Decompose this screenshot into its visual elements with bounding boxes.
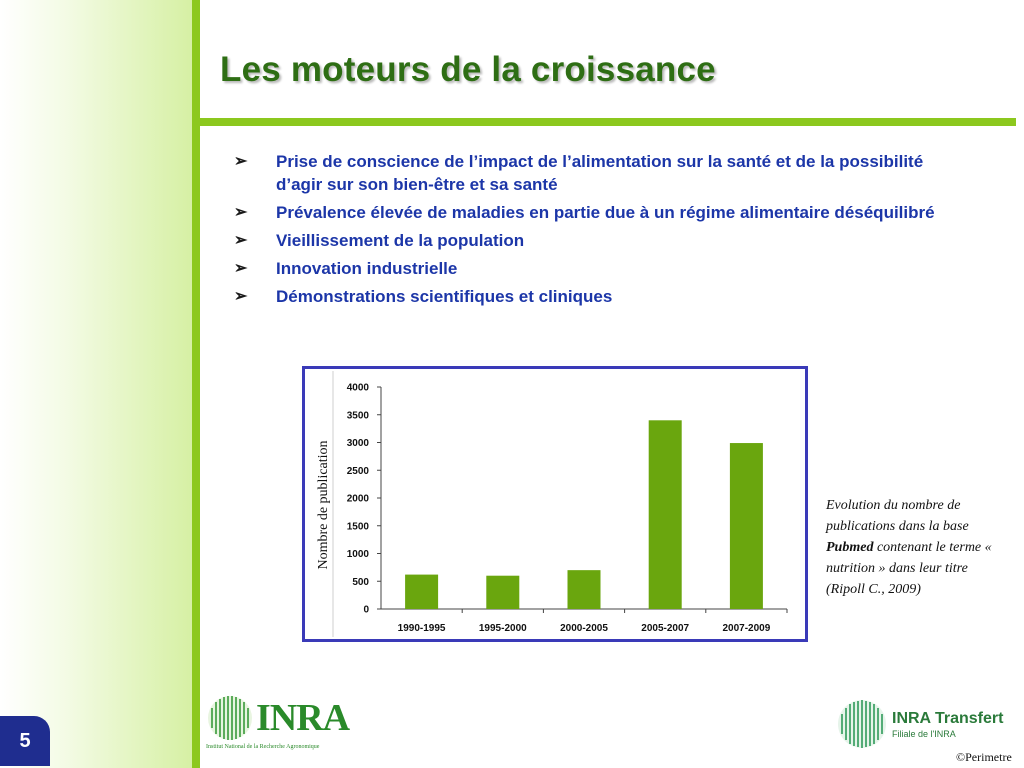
y-tick-label: 3000 <box>347 438 370 449</box>
copyright-notice: ©Perimetre <box>956 750 1012 764</box>
inra-transfert-subtitle: Filiale de l'INRA <box>892 729 956 739</box>
y-tick-label: 2500 <box>347 466 370 477</box>
bullet-item: ➢ Vieillissement de la population <box>234 229 954 252</box>
bullet-item: ➢ Démonstrations scientifiques et cliniqu… <box>234 285 954 308</box>
chart-y-ticks: 0 500 1000 1500 2000 2500 3000 3500 4000 <box>347 383 381 616</box>
y-tick-label: 3500 <box>347 410 370 421</box>
y-tick-label: 0 <box>363 605 369 616</box>
arrow-bullet-icon: ➢ <box>234 260 248 277</box>
inra-wordmark: INRA <box>256 697 350 739</box>
bullet-list: ➢ Prise de conscience de l’impact de l’al… <box>234 150 954 313</box>
bullet-item: ➢ Prévalence élevée de maladies en partie… <box>234 201 954 224</box>
chart-bars <box>405 420 763 609</box>
y-tick-label: 1500 <box>347 521 370 532</box>
caption-text-end: contenant le terme « nutrition » dans le… <box>826 540 992 597</box>
title-underline <box>200 118 1016 126</box>
bar-2000-2005 <box>567 570 601 609</box>
bar-2007-2009 <box>729 443 763 609</box>
y-tick-label: 2000 <box>347 494 370 505</box>
inra-transfert-wordmark: INRA Transfert <box>892 710 1004 727</box>
y-axis-label: Nombre de publication <box>316 440 331 569</box>
inra-emblem-icon <box>208 696 252 740</box>
left-gradient-band <box>0 0 192 768</box>
bar-1990-1995 <box>405 574 439 609</box>
bullet-text: Démonstrations scientifiques et clinique… <box>276 287 613 306</box>
inra-subtitle: Institut National de la Recherche Agrono… <box>206 744 320 750</box>
y-tick-label: 1000 <box>347 549 370 560</box>
caption-text-start: Evolution du nombre de publications dans… <box>826 498 969 534</box>
bar-2005-2007 <box>648 420 682 609</box>
arrow-bullet-icon: ➢ <box>234 153 248 170</box>
caption-source-name: Pubmed <box>826 540 874 555</box>
x-tick-label: 1995-2000 <box>479 623 527 634</box>
x-tick-label: 2007-2009 <box>722 623 770 634</box>
inra-transfert-logo: INRA Transfert Filiale de l'INRA <box>836 698 1016 752</box>
chart-canvas: Nombre de publication 0 500 1000 1500 2000 25… <box>316 371 788 637</box>
arrow-bullet-icon: ➢ <box>234 204 248 221</box>
y-tick-label: 4000 <box>347 383 370 394</box>
inra-logo: INRA Institut National de la Recherche A… <box>206 694 350 754</box>
publications-chart: Nombre de publication 0 500 1000 1500 2000 25… <box>302 366 808 642</box>
chart-caption: Evolution du nombre de publications dans… <box>826 495 1006 600</box>
inra-transfert-emblem-icon <box>838 700 886 748</box>
left-accent-bar <box>192 0 200 768</box>
bullet-text: Innovation industrielle <box>276 259 458 278</box>
y-tick-label: 500 <box>352 577 369 588</box>
bar-1995-2000 <box>486 575 520 609</box>
page-number-badge: 5 <box>0 716 50 766</box>
bullet-item: ➢ Prise de conscience de l’impact de l’al… <box>234 150 954 196</box>
arrow-bullet-icon: ➢ <box>234 288 248 305</box>
bullet-item: ➢ Innovation industrielle <box>234 257 954 280</box>
arrow-bullet-icon: ➢ <box>234 232 248 249</box>
x-tick-label: 2000-2005 <box>560 623 608 634</box>
chart-x-ticks: 1990-1995 1995-2000 2000-2005 2005-2007 2007… <box>398 609 788 634</box>
x-tick-label: 1990-1995 <box>398 623 446 634</box>
slide-title: Les moteurs de la croissance <box>220 50 716 89</box>
bullet-text: Vieillissement de la population <box>276 231 525 250</box>
x-tick-label: 2005-2007 <box>641 623 689 634</box>
bullet-text: Prévalence élevée de maladies en partie … <box>276 203 935 222</box>
bullet-text: Prise de conscience de l’impact de l’ali… <box>276 152 924 194</box>
